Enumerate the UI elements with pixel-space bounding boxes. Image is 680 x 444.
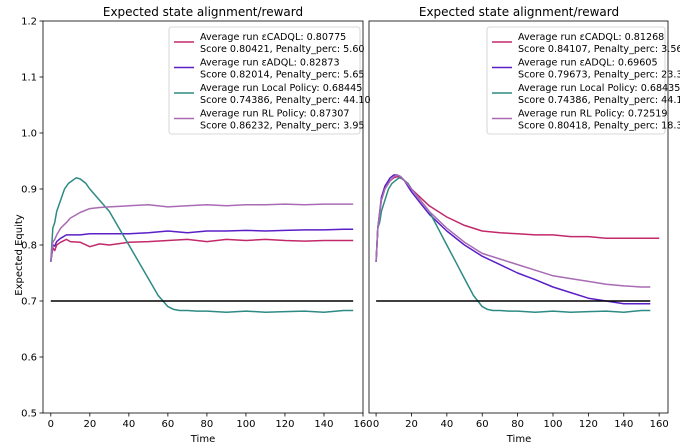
right-axes-frame <box>368 20 669 414</box>
left-x-axis-label: Time <box>190 434 215 444</box>
left-legend-box <box>168 26 361 135</box>
right-legend-label-3: Average run RL Policy: 0.72519 <box>518 109 668 120</box>
left-y-tick-label: 0.5 <box>21 409 37 420</box>
left-y-tick-label: 1.1 <box>21 73 37 84</box>
right-x-tick-label: 0 <box>373 419 379 430</box>
right-series-line-3 <box>375 174 651 288</box>
left-x-tick-label: 120 <box>275 419 294 430</box>
right-legend-label-2: Average run Local Policy: 0.68435 <box>518 83 680 94</box>
left-x-tick-label: 20 <box>83 419 96 430</box>
left-x-tick-label: 100 <box>236 419 255 430</box>
left-y-tick-label: 1.2 <box>21 17 37 28</box>
left-series-group <box>50 177 354 313</box>
left-legend-label-0: Average run εCADQL: 0.80775 <box>200 32 346 43</box>
right-legend-label-0: Score 0.84107, Penalty_perc: 3.56 <box>518 44 680 55</box>
left-axes-frame <box>42 20 364 414</box>
left-legend-label-2: Average run Local Policy: 0.68445 <box>200 83 362 94</box>
right-series-line-1 <box>375 174 651 305</box>
y-axis-label: Expected Equity <box>14 214 25 296</box>
left-legend-label-2: Score 0.74386, Penalty_perc: 44.10 <box>200 95 371 106</box>
left-x-tick-label: 160 <box>353 419 372 430</box>
right-x-tick-label: 120 <box>579 419 598 430</box>
right-x-tick-label: 100 <box>543 419 562 430</box>
right-legend-label-0: Average run εCADQL: 0.81268 <box>518 32 664 43</box>
left-legend-label-1: Score 0.82014, Penalty_perc: 5.65 <box>200 70 365 81</box>
left-series-line-0 <box>50 238 354 262</box>
left-series-line-1 <box>50 228 354 262</box>
left-legend-label-0: Score 0.80421, Penalty_perc: 5.60 <box>200 44 365 55</box>
right-legend-box <box>486 26 666 135</box>
right-series-group <box>375 174 660 313</box>
right-legend-label-3: Score 0.80418, Penalty_perc: 18.30 <box>518 121 680 132</box>
right-x-tick-label: 80 <box>511 419 524 430</box>
right-panel-title: Expected state alignment/reward <box>419 5 619 19</box>
right-x-tick-label: 40 <box>440 419 453 430</box>
right-x-tick-label: 60 <box>476 419 489 430</box>
left-x-tick-label: 80 <box>201 419 214 430</box>
left-legend-label-3: Average run RL Policy: 0.87307 <box>200 109 350 120</box>
left-x-tick-label: 60 <box>162 419 175 430</box>
left-y-tick-label: 1.0 <box>21 129 37 140</box>
left-x-tick-label: 0 <box>48 419 54 430</box>
left-x-tick-label: 140 <box>314 419 333 430</box>
left-y-tick-label: 0.9 <box>21 185 37 196</box>
right-x-tick-label: 140 <box>614 419 633 430</box>
right-x-axis-label: Time <box>506 434 531 444</box>
right-panel: Expected state alignment/reward Time 0 20… <box>368 5 680 444</box>
left-legend-label-1: Average run εADQL: 0.82873 <box>200 58 340 69</box>
left-y-tick-label: 0.8 <box>21 241 37 252</box>
right-x-tick-label: 20 <box>405 419 418 430</box>
right-legend-label-1: Average run εADQL: 0.69605 <box>518 58 658 69</box>
left-panel: Expected state alignment/reward Time 0 20… <box>21 5 372 444</box>
left-legend-label-3: Score 0.86232, Penalty_perc: 3.95 <box>200 121 365 132</box>
left-panel-title: Expected state alignment/reward <box>103 5 303 19</box>
right-series-line-0 <box>375 175 660 262</box>
left-y-tick-label: 0.6 <box>21 353 37 364</box>
right-legend-label-2: Score 0.74386, Penalty_perc: 44.10 <box>518 95 680 106</box>
left-series-line-2 <box>50 177 354 313</box>
right-legend-label-1: Score 0.79673, Penalty_perc: 23.37 <box>518 70 680 81</box>
left-y-tick-label: 0.7 <box>21 297 37 308</box>
right-x-tick-label: 160 <box>650 419 669 430</box>
left-series-line-3 <box>50 203 354 262</box>
right-series-line-2 <box>375 177 651 313</box>
left-x-tick-label: 40 <box>122 419 135 430</box>
